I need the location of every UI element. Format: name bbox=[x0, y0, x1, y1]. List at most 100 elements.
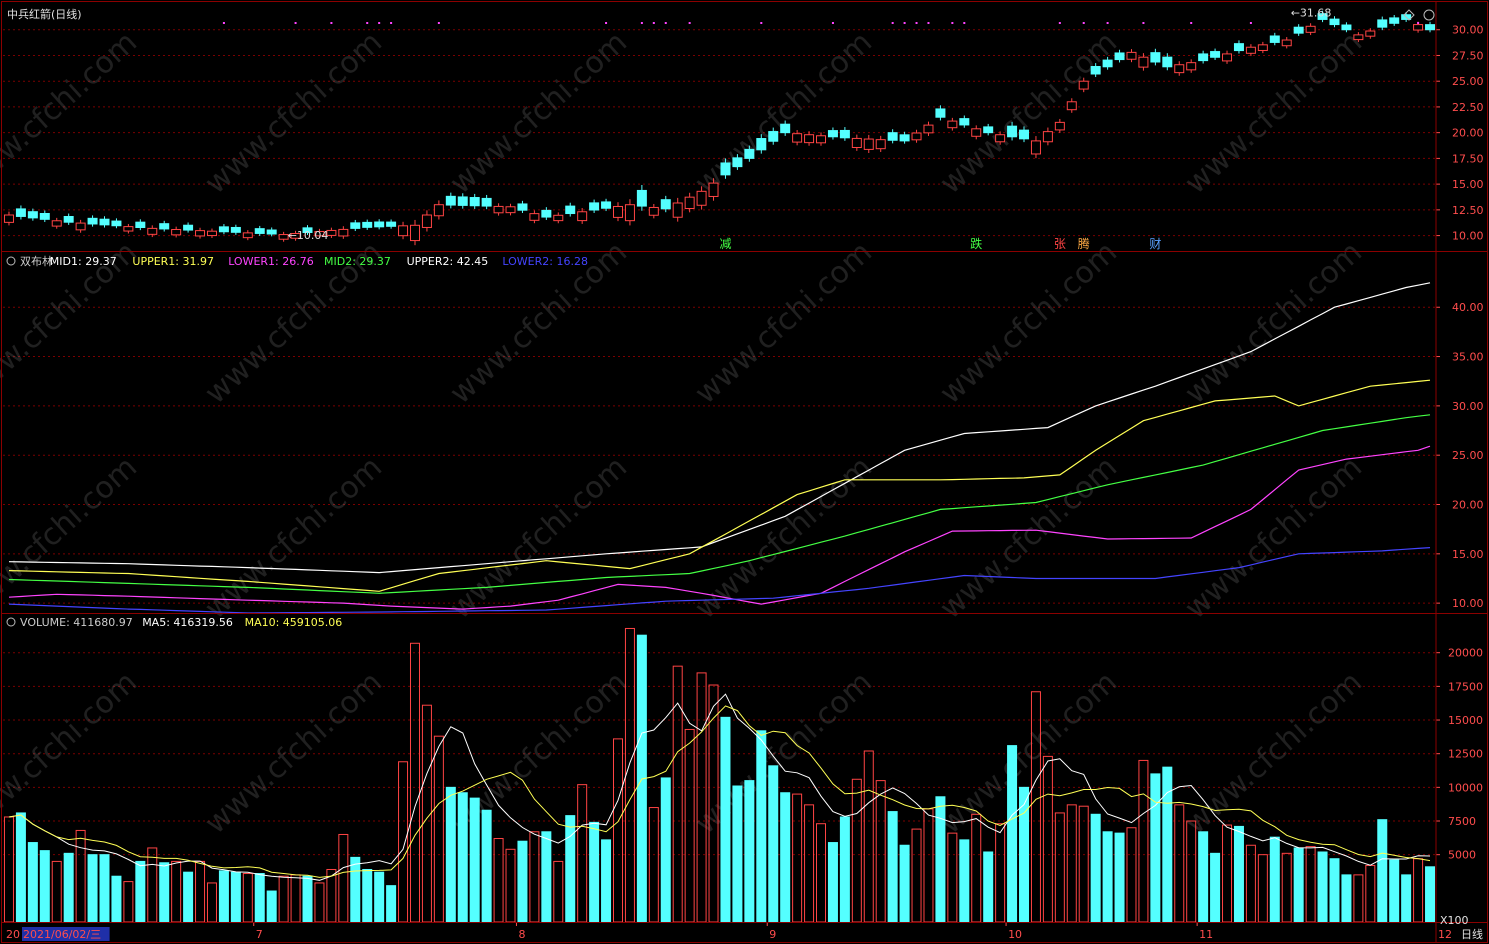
candle-body[interactable] bbox=[1341, 24, 1352, 31]
event-marker[interactable]: 张 bbox=[1054, 237, 1066, 251]
volume-bar[interactable] bbox=[1222, 824, 1233, 923]
volume-bar[interactable] bbox=[87, 854, 98, 923]
candle-body[interactable] bbox=[971, 128, 982, 137]
volume-bar[interactable] bbox=[1365, 864, 1376, 923]
candle-body[interactable] bbox=[935, 108, 946, 118]
volume-bar[interactable] bbox=[1317, 851, 1328, 923]
volume-bar[interactable] bbox=[517, 840, 528, 923]
candle-body[interactable] bbox=[362, 221, 373, 228]
volume-bar[interactable] bbox=[911, 828, 922, 923]
volume-bar[interactable] bbox=[816, 823, 827, 923]
volume-bar[interactable] bbox=[290, 874, 301, 923]
volume-bar[interactable] bbox=[1210, 852, 1221, 923]
candle-body[interactable] bbox=[1150, 52, 1161, 63]
volume-bar[interactable] bbox=[684, 728, 695, 923]
volume-bar[interactable] bbox=[433, 735, 444, 923]
volume-bar[interactable] bbox=[1078, 805, 1089, 923]
volume-bar[interactable] bbox=[947, 832, 958, 923]
event-marker[interactable]: 腾 bbox=[1078, 236, 1090, 251]
candle-body[interactable] bbox=[421, 214, 432, 228]
volume-bar[interactable] bbox=[1054, 812, 1065, 923]
event-marker[interactable]: 跌 bbox=[970, 236, 982, 251]
volume-bar[interactable] bbox=[147, 847, 158, 923]
volume-bar[interactable] bbox=[768, 765, 779, 923]
candle-body[interactable] bbox=[171, 229, 182, 236]
volume-bar[interactable] bbox=[1269, 836, 1280, 923]
candle-body[interactable] bbox=[1281, 39, 1292, 47]
candle-body[interactable] bbox=[1174, 64, 1185, 74]
volume-bar[interactable] bbox=[195, 860, 206, 923]
candle-body[interactable] bbox=[27, 211, 38, 219]
volume-bar[interactable] bbox=[1233, 825, 1244, 923]
volume-bar[interactable] bbox=[612, 738, 623, 923]
zoom-icon[interactable] bbox=[1423, 9, 1435, 21]
candle-body[interactable] bbox=[1078, 80, 1089, 90]
volume-bar[interactable] bbox=[63, 852, 74, 923]
volume-bar[interactable] bbox=[1090, 813, 1101, 923]
candle-body[interactable] bbox=[15, 208, 26, 217]
candle-body[interactable] bbox=[374, 221, 385, 228]
candle-body[interactable] bbox=[183, 224, 194, 231]
candle-body[interactable] bbox=[827, 130, 838, 138]
volume-bar[interactable] bbox=[529, 831, 540, 923]
volume-bar[interactable] bbox=[338, 833, 349, 923]
volume-bar[interactable] bbox=[469, 797, 480, 923]
candle-body[interactable] bbox=[553, 214, 564, 222]
candle-body[interactable] bbox=[756, 138, 767, 151]
candle-body[interactable] bbox=[457, 196, 468, 206]
candle-body[interactable] bbox=[1162, 56, 1173, 68]
volume-bar[interactable] bbox=[493, 838, 504, 923]
candle-body[interactable] bbox=[338, 228, 349, 237]
candle-body[interactable] bbox=[1007, 125, 1018, 138]
candle-body[interactable] bbox=[1293, 26, 1304, 34]
candle-body[interactable] bbox=[660, 199, 671, 210]
candle-body[interactable] bbox=[386, 221, 397, 227]
candle-body[interactable] bbox=[768, 131, 779, 142]
candle-body[interactable] bbox=[75, 222, 86, 231]
volume-bar[interactable] bbox=[159, 862, 170, 923]
volume-bar[interactable] bbox=[505, 848, 516, 923]
candle-body[interactable] bbox=[1102, 59, 1113, 68]
volume-bar[interactable] bbox=[1389, 859, 1400, 923]
candle-body[interactable] bbox=[517, 203, 528, 211]
volume-bar[interactable] bbox=[756, 730, 767, 923]
candle-body[interactable] bbox=[1425, 24, 1436, 31]
candle-body[interactable] bbox=[899, 134, 910, 142]
candle-body[interactable] bbox=[839, 129, 850, 139]
candle-body[interactable] bbox=[577, 211, 588, 222]
candle-body[interactable] bbox=[39, 213, 50, 220]
volume-toggle-icon[interactable] bbox=[6, 617, 16, 627]
volume-bar[interactable] bbox=[230, 871, 241, 923]
candle-body[interactable] bbox=[493, 205, 504, 214]
candle-body[interactable] bbox=[242, 232, 253, 239]
candle-body[interactable] bbox=[1305, 25, 1316, 33]
candle-body[interactable] bbox=[792, 133, 803, 143]
candle-body[interactable] bbox=[1365, 30, 1376, 37]
candle-body[interactable] bbox=[959, 118, 970, 126]
candle-body[interactable] bbox=[1114, 52, 1125, 61]
candle-body[interactable] bbox=[851, 137, 862, 149]
volume-bar[interactable] bbox=[1377, 819, 1388, 923]
period-label[interactable]: 日线 bbox=[1461, 927, 1483, 941]
volume-bar[interactable] bbox=[851, 778, 862, 923]
candle-body[interactable] bbox=[51, 220, 62, 227]
indicator-toggle-icon[interactable] bbox=[6, 256, 16, 266]
volume-bar[interactable] bbox=[1293, 847, 1304, 923]
volume-bar[interactable] bbox=[827, 842, 838, 923]
volume-bar[interactable] bbox=[314, 882, 325, 923]
volume-bar[interactable] bbox=[1186, 820, 1197, 923]
volume-bar[interactable] bbox=[624, 627, 635, 923]
volume-bar[interactable] bbox=[601, 839, 612, 923]
volume-bar[interactable] bbox=[899, 844, 910, 923]
volume-bar[interactable] bbox=[362, 868, 373, 923]
candle-body[interactable] bbox=[983, 126, 994, 134]
volume-bar[interactable] bbox=[1102, 831, 1113, 923]
volume-bar[interactable] bbox=[1353, 874, 1364, 923]
candle-body[interactable] bbox=[732, 157, 743, 168]
volume-bar[interactable] bbox=[589, 821, 600, 923]
candle-body[interactable] bbox=[887, 132, 898, 141]
volume-bar[interactable] bbox=[648, 807, 659, 923]
candle-body[interactable] bbox=[816, 135, 827, 144]
volume-panel[interactable]: VOLUME: 411680.97 MA5: 416319.56 MA10: 459… bbox=[3, 616, 1436, 923]
candle-body[interactable] bbox=[1090, 66, 1101, 75]
